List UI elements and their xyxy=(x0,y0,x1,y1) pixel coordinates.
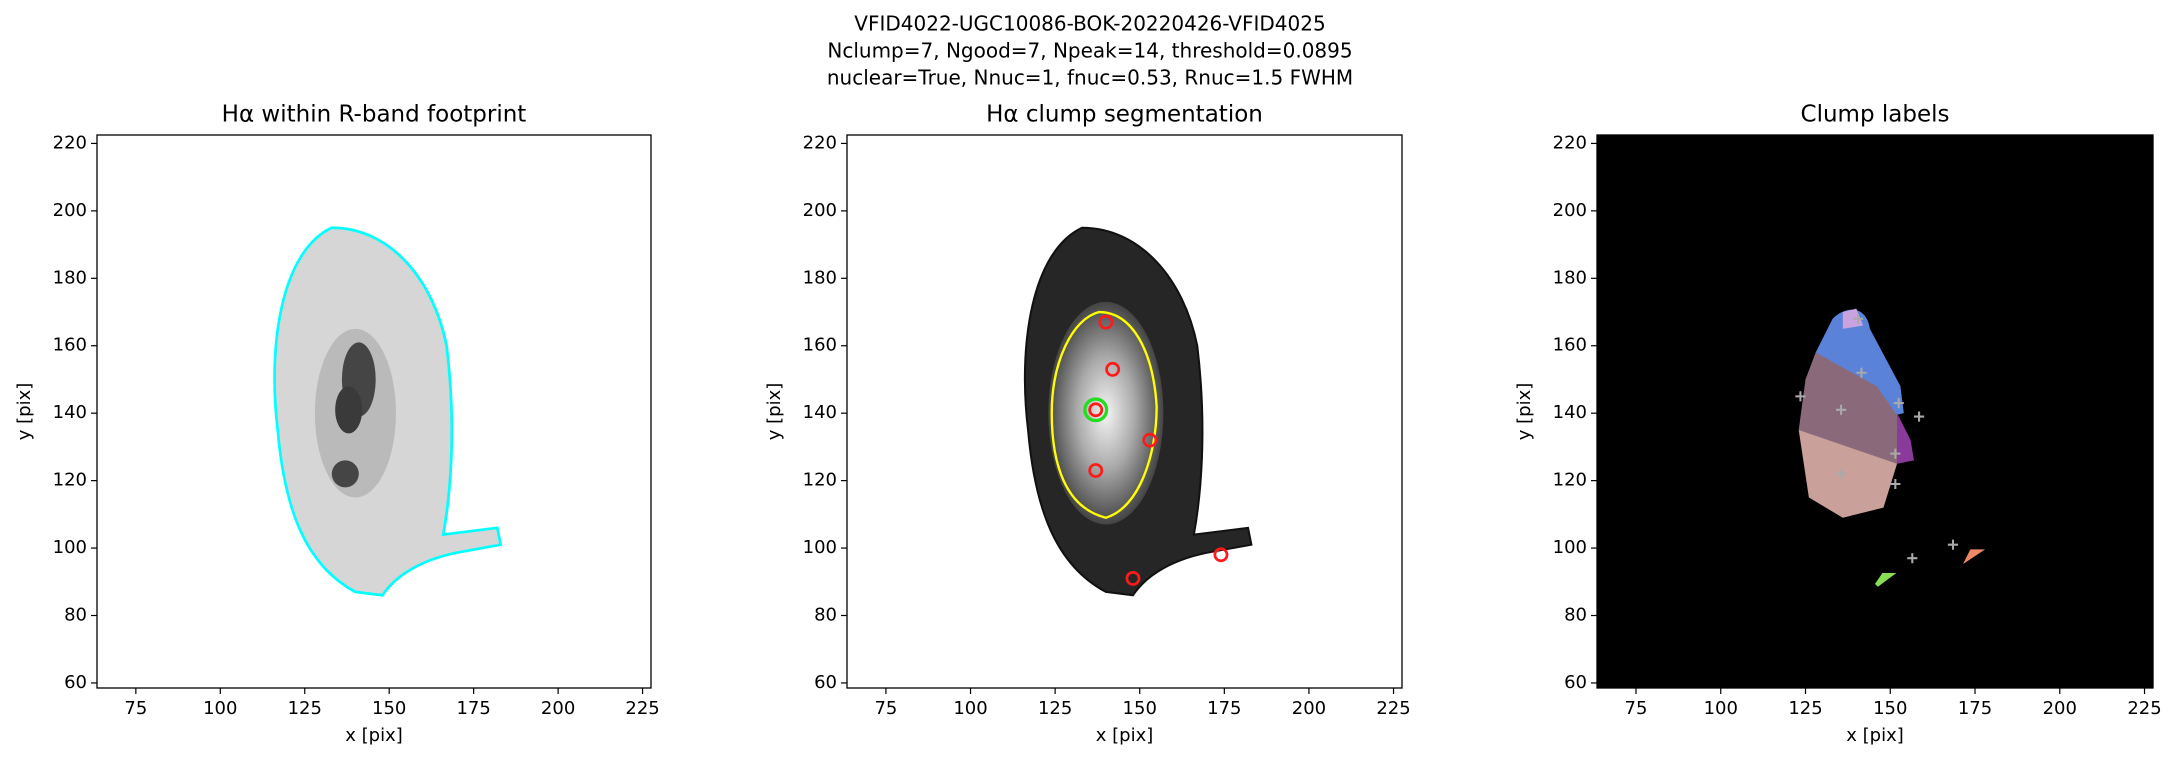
suptitle: Nclump=7, Ngood=7, Npeak=14, threshold=0… xyxy=(827,39,1352,63)
x-tick-label: 75 xyxy=(124,698,147,719)
y-tick-label: 160 xyxy=(53,335,87,356)
x-tick-label: 200 xyxy=(1292,698,1326,719)
x-axis-label: x [pix] xyxy=(1096,725,1154,746)
x-axis-label: x [pix] xyxy=(345,725,403,746)
y-tick-label: 180 xyxy=(803,267,837,288)
x-tick-label: 175 xyxy=(456,698,490,719)
y-tick-label: 80 xyxy=(814,605,837,626)
x-tick-label: 175 xyxy=(1958,698,1992,719)
y-tick-label: 160 xyxy=(1553,335,1587,356)
axes-frame xyxy=(1596,134,2154,689)
y-tick-label: 220 xyxy=(53,132,87,153)
x-tick-label: 125 xyxy=(1788,698,1822,719)
axes-frame xyxy=(96,134,652,689)
y-tick-label: 120 xyxy=(53,470,87,491)
y-tick-label: 140 xyxy=(53,402,87,423)
axes-title: Hα clump segmentation xyxy=(986,102,1263,128)
x-tick-label: 175 xyxy=(1207,698,1241,719)
y-tick-label: 200 xyxy=(53,200,87,221)
x-axis-label: x [pix] xyxy=(1846,725,1904,746)
y-tick-label: 140 xyxy=(1553,402,1587,423)
y-tick-label: 200 xyxy=(803,200,837,221)
x-tick-label: 125 xyxy=(288,698,322,719)
x-tick-label: 125 xyxy=(1038,698,1072,719)
y-tick-label: 100 xyxy=(803,537,837,558)
suptitle: nuclear=True, Nnuc=1, fnuc=0.53, Rnuc=1.… xyxy=(827,66,1353,90)
x-tick-label: 200 xyxy=(541,698,575,719)
y-tick-label: 180 xyxy=(53,267,87,288)
y-tick-label: 220 xyxy=(803,132,837,153)
x-tick-label: 150 xyxy=(1123,698,1157,719)
y-tick-label: 180 xyxy=(1553,267,1587,288)
image-panel xyxy=(272,226,503,597)
suptitle: VFID4022-UGC10086-BOK-20220426-VFID4025 xyxy=(854,12,1325,36)
x-tick-label: 75 xyxy=(1625,698,1648,719)
y-tick-label: 120 xyxy=(1553,470,1587,491)
y-tick-label: 60 xyxy=(1564,672,1587,693)
y-tick-label: 220 xyxy=(1553,132,1587,153)
x-tick-label: 100 xyxy=(1704,698,1738,719)
y-tick-label: 60 xyxy=(64,672,87,693)
axes-frame xyxy=(846,134,1403,689)
y-tick-label: 100 xyxy=(1553,537,1587,558)
y-tick-label: 160 xyxy=(803,335,837,356)
x-tick-label: 225 xyxy=(1376,698,1410,719)
y-axis-label: y [pix] xyxy=(1514,383,1535,441)
image-panel xyxy=(1597,135,2153,688)
x-tick-label: 225 xyxy=(2127,698,2161,719)
y-tick-label: 80 xyxy=(1564,605,1587,626)
x-tick-label: 100 xyxy=(953,698,987,719)
y-tick-label: 200 xyxy=(1553,200,1587,221)
y-tick-label: 100 xyxy=(53,537,87,558)
image-panel xyxy=(1023,226,1254,597)
x-tick-label: 150 xyxy=(1873,698,1907,719)
x-tick-label: 75 xyxy=(874,698,897,719)
y-tick-label: 60 xyxy=(814,672,837,693)
axes-title: Clump labels xyxy=(1801,102,1950,128)
x-tick-label: 150 xyxy=(372,698,406,719)
y-tick-label: 80 xyxy=(64,605,87,626)
y-tick-label: 120 xyxy=(803,470,837,491)
x-tick-label: 100 xyxy=(203,698,237,719)
y-tick-label: 140 xyxy=(803,402,837,423)
y-axis-label: y [pix] xyxy=(14,383,35,441)
x-tick-label: 225 xyxy=(625,698,659,719)
axes-title: Hα within R-band footprint xyxy=(222,102,527,128)
y-axis-label: y [pix] xyxy=(764,383,785,441)
x-tick-label: 200 xyxy=(2043,698,2077,719)
